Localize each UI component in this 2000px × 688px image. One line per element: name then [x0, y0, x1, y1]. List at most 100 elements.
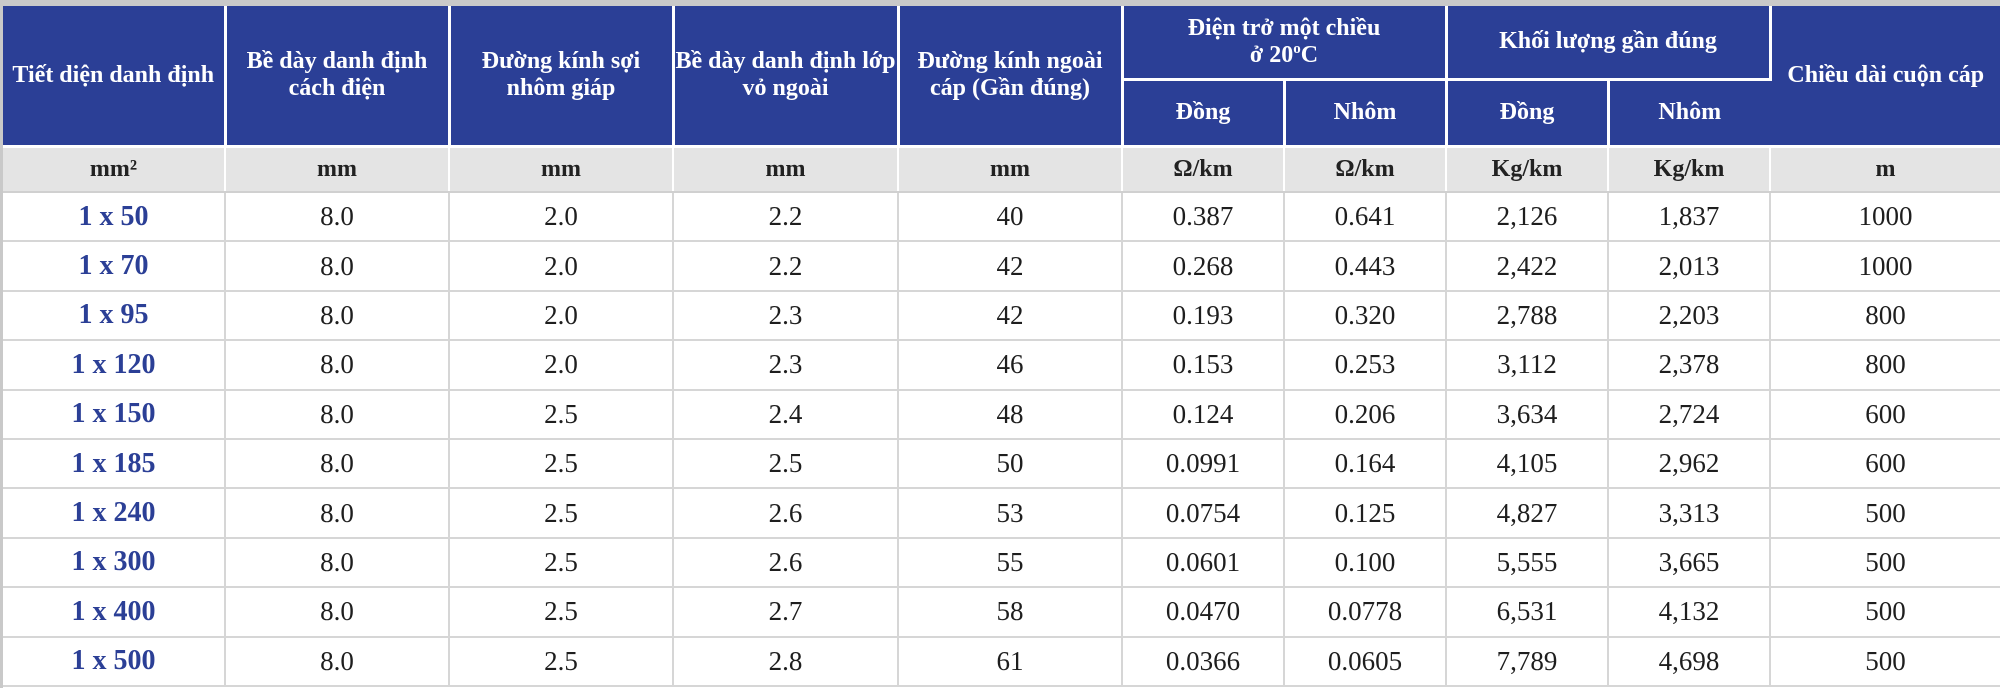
table-cell: 0.0754: [1122, 488, 1285, 539]
table-cell: 8.0: [225, 587, 450, 638]
table-cell: 0.153: [1122, 340, 1285, 391]
table-cell: 2.4: [673, 389, 899, 440]
table-cell: 3,112: [1446, 340, 1609, 391]
table-cell: 1000: [1770, 241, 2000, 292]
header-dc-resistance-unit: C: [1300, 41, 1319, 68]
table-cell: 600: [1770, 389, 2000, 440]
table-cell: 2.0: [449, 290, 674, 342]
header-sheath-thickness: Bề dày danh định lớp vỏ ngoài: [673, 6, 900, 148]
table-cell: 2.7: [673, 587, 899, 638]
header-dc-resistance-line1: Điện trở một chiều: [1187, 14, 1381, 41]
header-outer-diameter: Đường kính ngoài cáp (Gần đúng): [898, 6, 1124, 148]
cross-section-cell: 1 x 95: [3, 290, 226, 342]
header-resistance-copper: Đồng: [1122, 79, 1286, 148]
table-row: 1 x 500 8.0 2.5 2.8 61 0.0366 0.0605 7,789 4,698…: [3, 636, 2000, 687]
table-row: 1 x 185 8.0 2.5 2.5 50 0.0991 0.164 4,105 2,962 6…: [3, 438, 2000, 490]
table-cell: 58: [898, 587, 1123, 638]
cross-section-cell: 1 x 120: [3, 340, 226, 391]
table-cell: 2,378: [1608, 340, 1771, 391]
table-cell: 0.124: [1122, 389, 1285, 440]
header-weight-aluminium: Nhôm: [1608, 79, 1770, 148]
cross-section-cell: 1 x 240: [3, 488, 226, 539]
table-cell: 2.5: [449, 389, 674, 440]
table-cell: 2.5: [449, 488, 674, 539]
cross-section-cell: 1 x 500: [3, 636, 226, 687]
unit-cell: Ω/km: [1284, 146, 1447, 193]
table-row: 1 x 150 8.0 2.5 2.4 48 0.124 0.206 3,634 2,724 60…: [3, 389, 2000, 440]
table-cell: 2.2: [673, 192, 899, 243]
table-cell: 0.0366: [1122, 636, 1285, 687]
table-cell: 0.100: [1284, 537, 1447, 589]
table-cell: 2.6: [673, 488, 899, 539]
table-cell: 2.0: [449, 241, 674, 292]
unit-cell: Kg/km: [1608, 146, 1771, 193]
table-cell: 0.164: [1284, 438, 1447, 490]
header-approx-weight: Khối lượng gần đúng: [1446, 6, 1772, 81]
table-cell: 0.0601: [1122, 537, 1285, 589]
unit-cell: mm²: [3, 146, 226, 193]
table-cell: 2.5: [449, 636, 674, 687]
table-cell: 1000: [1770, 192, 2000, 243]
header-dc-resistance-line2: ở 20: [1249, 41, 1294, 68]
table-cell: 0.268: [1122, 241, 1285, 292]
table-cell: 500: [1770, 488, 2000, 539]
table-cell: 2.3: [673, 340, 899, 391]
unit-cell: mm: [673, 146, 899, 193]
table-row: 1 x 70 8.0 2.0 2.2 42 0.268 0.443 2,422 2,013 100…: [3, 241, 2000, 292]
table-cell: 0.0778: [1284, 587, 1447, 638]
table-cell: 42: [898, 290, 1123, 342]
cross-section-cell: 1 x 300: [3, 537, 226, 589]
table-cell: 0.206: [1284, 389, 1447, 440]
table-cell: 2,962: [1608, 438, 1771, 490]
table-row: 1 x 120 8.0 2.0 2.3 46 0.153 0.253 3,112 2,378 80…: [3, 340, 2000, 391]
table-cell: 0.443: [1284, 241, 1447, 292]
table-cell: 500: [1770, 636, 2000, 687]
table-cell: 0.193: [1122, 290, 1285, 342]
header-cross-section: Tiết diện danh định: [3, 6, 227, 148]
cross-section-cell: 1 x 400: [3, 587, 226, 638]
table-cell: 2.3: [673, 290, 899, 342]
table-cell: 0.0470: [1122, 587, 1285, 638]
header-dc-resistance: Điện trở một chiều ở 20oC: [1122, 6, 1448, 81]
table-cell: 8.0: [225, 340, 450, 391]
table-cell: 2.5: [449, 438, 674, 490]
cable-spec-table: Tiết diện danh định Bề dày danh định các…: [3, 6, 2000, 687]
table-cell: 6,531: [1446, 587, 1609, 638]
table-cell: 5,555: [1446, 537, 1609, 589]
table-cell: 0.641: [1284, 192, 1447, 243]
table-cell: 0.0605: [1284, 636, 1447, 687]
table-cell: 2.2: [673, 241, 899, 292]
table-cell: 1,837: [1608, 192, 1771, 243]
table-row: 1 x 95 8.0 2.0 2.3 42 0.193 0.320 2,788 2,203 800: [3, 290, 2000, 342]
table-cell: 8.0: [225, 192, 450, 243]
table-cell: 8.0: [225, 488, 450, 539]
unit-cell: mm: [449, 146, 674, 193]
table-cell: 7,789: [1446, 636, 1609, 687]
table-cell: 8.0: [225, 537, 450, 589]
header-weight-copper: Đồng: [1446, 79, 1610, 148]
unit-cell: m: [1770, 146, 2000, 193]
table-cell: 2.6: [673, 537, 899, 589]
table-cell: 0.125: [1284, 488, 1447, 539]
unit-cell: Kg/km: [1446, 146, 1609, 193]
table-cell: 8.0: [225, 290, 450, 342]
table-cell: 2.8: [673, 636, 899, 687]
table-cell: 0.253: [1284, 340, 1447, 391]
table-cell: 0.0991: [1122, 438, 1285, 490]
units-row: mm² mm mm mm mm Ω/km Ω/km Kg/km Kg/km m: [3, 146, 2000, 193]
table-cell: 2.0: [449, 192, 674, 243]
table-cell: 46: [898, 340, 1123, 391]
table-cell: 50: [898, 438, 1123, 490]
table-cell: 600: [1770, 438, 2000, 490]
unit-cell: mm: [898, 146, 1123, 193]
table-cell: 500: [1770, 587, 2000, 638]
table-cell: 2.5: [673, 438, 899, 490]
table-row: 1 x 400 8.0 2.5 2.7 58 0.0470 0.0778 6,531 4,132…: [3, 587, 2000, 638]
table-cell: 3,313: [1608, 488, 1771, 539]
table-cell: 4,105: [1446, 438, 1609, 490]
cross-section-cell: 1 x 50: [3, 192, 226, 243]
table-cell: 40: [898, 192, 1123, 243]
table-cell: 4,132: [1608, 587, 1771, 638]
table-row: 1 x 50 8.0 2.0 2.2 40 0.387 0.641 2,126 1,837 100…: [3, 192, 2000, 243]
table-cell: 2.5: [449, 537, 674, 589]
